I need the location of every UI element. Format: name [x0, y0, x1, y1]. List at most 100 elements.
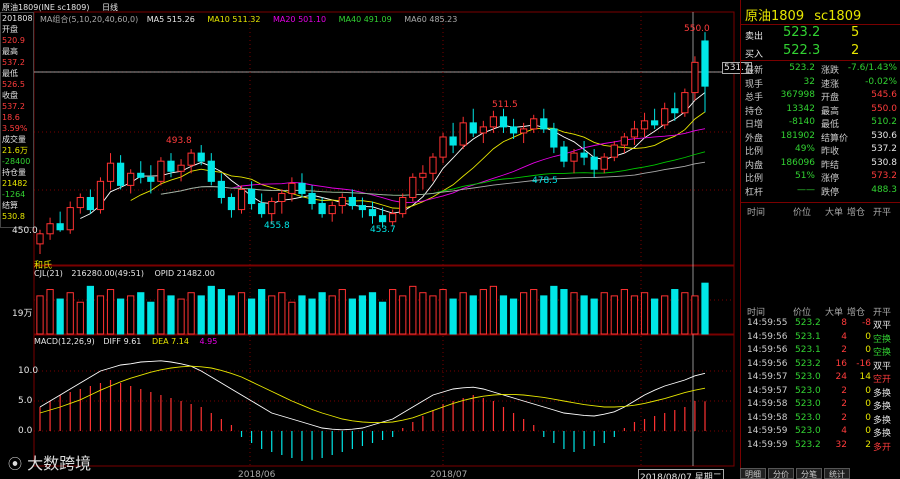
candle-body[interactable]: [570, 152, 578, 162]
macd-histogram[interactable]: [39, 380, 706, 461]
volume-bar[interactable]: [661, 295, 669, 335]
candle-body[interactable]: [328, 205, 336, 215]
candle-body[interactable]: [76, 196, 84, 209]
candle-body[interactable]: [449, 136, 457, 146]
candle-body[interactable]: [378, 215, 387, 223]
candle-body[interactable]: [338, 196, 346, 207]
kline-chart-area[interactable]: 原油1809(INE sc1809) 日线 MA组合(5,10,20,40,60…: [0, 0, 752, 479]
volume-bar[interactable]: [409, 285, 417, 335]
candle-body[interactable]: [650, 120, 659, 126]
volume-bar[interactable]: [137, 292, 145, 335]
detail-tab[interactable]: 明细: [740, 468, 766, 479]
candle-body[interactable]: [520, 128, 528, 134]
candle-body[interactable]: [268, 201, 276, 215]
volume-bar[interactable]: [630, 295, 639, 335]
volume-bar[interactable]: [509, 298, 518, 335]
volume-bar[interactable]: [96, 295, 105, 335]
candle-body[interactable]: [469, 122, 477, 134]
candle-body[interactable]: [298, 182, 306, 194]
candle-body[interactable]: [167, 160, 175, 172]
volume-bar[interactable]: [378, 301, 387, 335]
candle-body[interactable]: [66, 207, 74, 231]
candle-body[interactable]: [348, 196, 356, 207]
candle-body[interactable]: [247, 188, 256, 205]
candle-body[interactable]: [217, 180, 225, 198]
volume-bar[interactable]: [298, 295, 306, 335]
volume-bar[interactable]: [147, 301, 155, 335]
volume-bar[interactable]: [348, 298, 356, 335]
volume-bar[interactable]: [691, 295, 699, 335]
volume-bar[interactable]: [217, 289, 225, 335]
candle-body[interactable]: [580, 152, 588, 158]
candle-body[interactable]: [459, 122, 467, 146]
candle-body[interactable]: [227, 196, 236, 211]
candle-body[interactable]: [540, 118, 548, 130]
volume-bar[interactable]: [560, 289, 568, 335]
volume-bar[interactable]: [46, 289, 54, 335]
candle-body[interactable]: [106, 162, 115, 182]
volume-bar[interactable]: [308, 298, 316, 335]
ma-combo-label[interactable]: MA组合(5,10,20,40,60,0): [40, 15, 139, 24]
volume-bar[interactable]: [449, 298, 457, 335]
volume-bar[interactable]: [681, 292, 689, 335]
candle-body[interactable]: [701, 40, 709, 87]
volume-title[interactable]: CJL(21): [34, 269, 63, 278]
volume-bar[interactable]: [419, 292, 427, 335]
volume-bar[interactable]: [620, 289, 629, 335]
volume-bar[interactable]: [520, 292, 528, 335]
volume-bar[interactable]: [671, 289, 679, 335]
candle-body[interactable]: [600, 156, 608, 170]
volume-bar[interactable]: [116, 298, 125, 335]
candle-body[interactable]: [630, 128, 639, 138]
volume-bars[interactable]: [36, 282, 709, 335]
volume-bar[interactable]: [399, 295, 407, 335]
macd-title[interactable]: MACD(12,26,9): [34, 337, 95, 346]
tick-row[interactable]: 14:59:56 523.2 16 -16 双平: [741, 359, 900, 372]
volume-bar[interactable]: [469, 295, 477, 335]
volume-bar[interactable]: [258, 289, 266, 335]
candle-body[interactable]: [46, 223, 54, 235]
volume-bar[interactable]: [106, 289, 115, 335]
tick-row[interactable]: 14:59:58 523.0 2 0 多换: [741, 413, 900, 426]
candle-body[interactable]: [36, 233, 44, 245]
candle-body[interactable]: [530, 118, 538, 130]
candle-body[interactable]: [419, 172, 427, 178]
kline-chart[interactable]: [0, 0, 740, 479]
volume-bar[interactable]: [56, 298, 64, 335]
volume-bar[interactable]: [86, 285, 95, 335]
tick-row[interactable]: 14:59:58 523.0 2 0 多换: [741, 399, 900, 412]
buy-price[interactable]: 522.3: [783, 43, 821, 58]
volume-bar[interactable]: [650, 298, 659, 335]
candle-body[interactable]: [177, 164, 185, 172]
volume-bar[interactable]: [489, 285, 498, 335]
candle-body[interactable]: [318, 203, 326, 215]
candle-body[interactable]: [368, 209, 377, 217]
candle-body[interactable]: [288, 182, 296, 194]
candle-body[interactable]: [409, 176, 417, 198]
volume-bar[interactable]: [540, 295, 548, 335]
candle-body[interactable]: [258, 203, 266, 215]
volume-bar[interactable]: [197, 295, 205, 335]
sell-price[interactable]: 523.2: [783, 25, 821, 40]
candle-body[interactable]: [96, 180, 105, 211]
volume-bar[interactable]: [338, 289, 346, 335]
volume-bar[interactable]: [237, 292, 246, 335]
candle-body[interactable]: [197, 152, 205, 162]
period-label[interactable]: 日线: [102, 3, 119, 12]
candle-body[interactable]: [358, 205, 367, 211]
volume-bar[interactable]: [429, 295, 437, 335]
candle-body[interactable]: [661, 108, 669, 126]
candle-body[interactable]: [560, 146, 568, 162]
candle-body[interactable]: [509, 126, 518, 134]
candle-body[interactable]: [640, 120, 649, 130]
candle-body[interactable]: [187, 152, 195, 166]
candle-body[interactable]: [681, 92, 689, 114]
candle-body[interactable]: [308, 192, 316, 205]
volume-bar[interactable]: [570, 292, 578, 335]
candle-body[interactable]: [499, 116, 508, 128]
candle-body[interactable]: [399, 196, 407, 215]
volume-bar[interactable]: [66, 292, 74, 335]
candle-body[interactable]: [439, 136, 447, 158]
candle-body[interactable]: [620, 136, 629, 146]
candle-body[interactable]: [157, 160, 165, 182]
